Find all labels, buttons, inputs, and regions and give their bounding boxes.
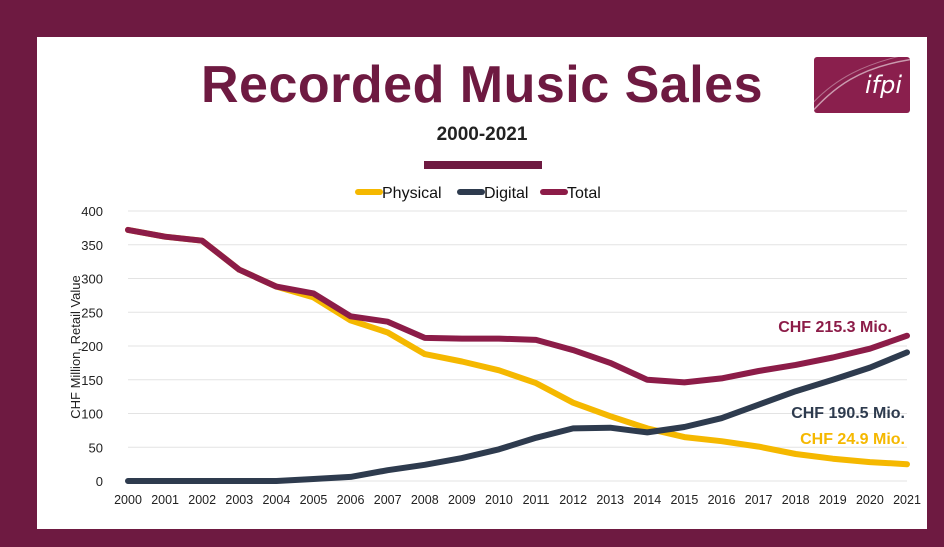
x-tick-label: 2017 xyxy=(745,493,773,507)
x-tick-label: 2012 xyxy=(559,493,587,507)
y-tick-label: 200 xyxy=(81,339,103,354)
end-label-physical: CHF 24.9 Mio. xyxy=(800,431,905,448)
x-tick-label: 2002 xyxy=(188,493,216,507)
x-tick-label: 2015 xyxy=(671,493,699,507)
x-tick-label: 2019 xyxy=(819,493,847,507)
x-tick-label: 2003 xyxy=(225,493,253,507)
series-line-total xyxy=(125,226,910,386)
y-tick-label: 400 xyxy=(81,204,103,219)
end-label-digital: CHF 190.5 Mio. xyxy=(791,405,905,422)
y-tick-label: 250 xyxy=(81,305,103,320)
x-tick-label: 2014 xyxy=(633,493,661,507)
x-tick-label: 2020 xyxy=(856,493,884,507)
y-tick-label: 50 xyxy=(89,440,103,455)
y-axis-label: CHF Million, Retail Value xyxy=(68,275,83,419)
x-tick-label: 2004 xyxy=(262,493,290,507)
logo-swoosh-icon xyxy=(814,57,910,111)
x-tick-label: 2006 xyxy=(337,493,365,507)
x-tick-label: 2010 xyxy=(485,493,513,507)
legend-label-digital: Digital xyxy=(484,185,528,202)
series-line-digital xyxy=(125,349,910,484)
chart-title: Recorded Music Sales xyxy=(201,56,763,114)
legend: Physical Digital Total xyxy=(355,185,601,202)
y-tick-label: 0 xyxy=(96,474,103,489)
x-tick-label: 2011 xyxy=(523,493,550,507)
end-labels: CHF 215.3 Mio. CHF 190.5 Mio. CHF 24.9 Mio… xyxy=(778,319,905,448)
legend-label-physical: Physical xyxy=(382,185,442,202)
x-tick-label: 2000 xyxy=(114,493,142,507)
end-label-total: CHF 215.3 Mio. xyxy=(778,319,892,336)
y-tick-label: 150 xyxy=(81,373,103,388)
logo-text: ifpi xyxy=(864,71,902,99)
subtitle-underline xyxy=(424,161,542,169)
x-tick-label: 2021 xyxy=(893,493,921,507)
x-tick-label: 2018 xyxy=(782,493,810,507)
y-tick-label: 350 xyxy=(81,238,103,253)
series-lines xyxy=(125,226,910,484)
x-axis-ticks: 2000 2001 2002 2003 2004 2005 2006 2007 2008 2009… xyxy=(114,493,921,507)
x-tick-label: 2007 xyxy=(374,493,402,507)
chart-subtitle: 2000-2021 xyxy=(436,124,528,145)
x-tick-label: 2016 xyxy=(708,493,736,507)
y-tick-label: 300 xyxy=(81,272,103,287)
y-tick-label: 100 xyxy=(81,407,103,422)
x-tick-label: 2005 xyxy=(300,493,328,507)
x-tick-label: 2013 xyxy=(596,493,624,507)
y-axis-ticks: 0 50 100 150 200 250 300 350 400 xyxy=(81,204,103,489)
x-tick-label: 2008 xyxy=(411,493,439,507)
series-line-physical xyxy=(125,226,910,468)
x-tick-label: 2009 xyxy=(448,493,476,507)
x-tick-label: 2001 xyxy=(151,493,179,507)
ifpi-logo: ifpi xyxy=(814,57,910,113)
legend-label-total: Total xyxy=(567,185,601,202)
